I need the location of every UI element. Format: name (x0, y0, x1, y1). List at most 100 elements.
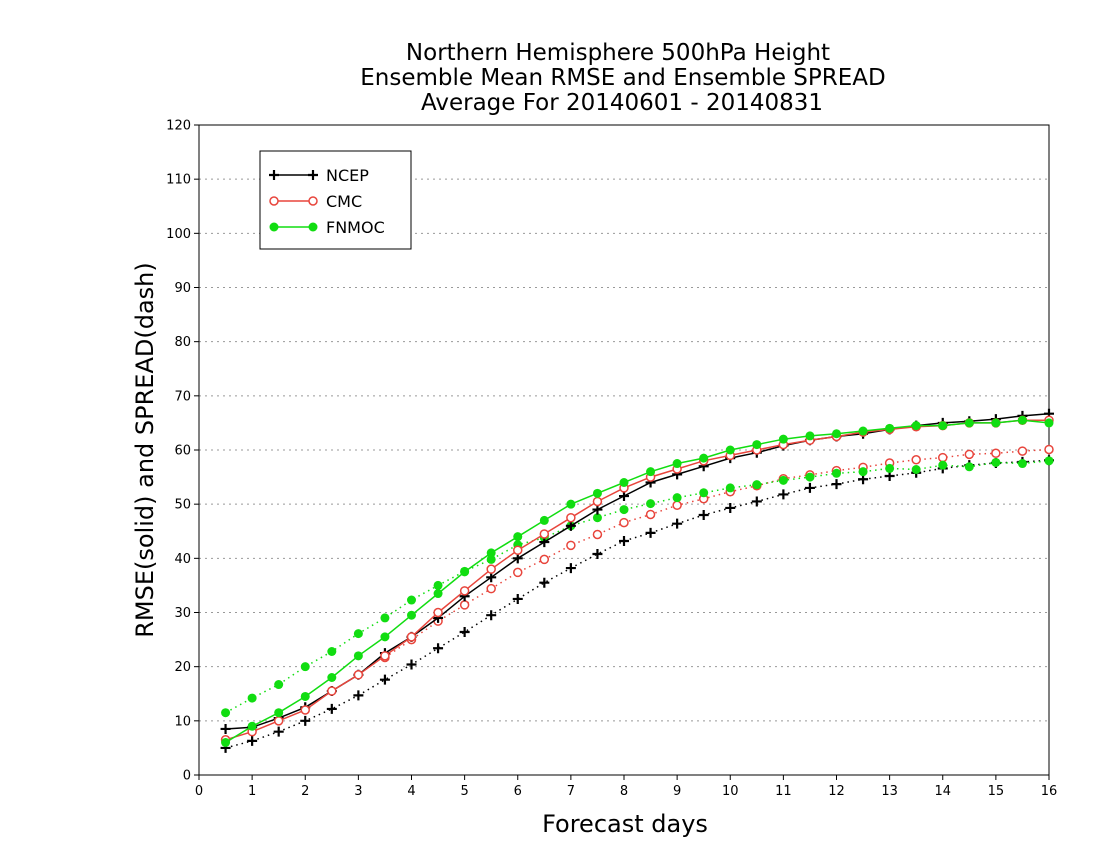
y-tick-label: 30 (174, 606, 191, 621)
fnmoc-rmse-point (300, 691, 310, 701)
fnmoc-rmse-point (221, 738, 231, 747)
ncep-spread-point (273, 726, 284, 737)
legend-marker (269, 170, 279, 180)
legend-marker (269, 222, 279, 232)
cmc-rmse-point (459, 586, 470, 596)
cmc-rmse-point (592, 496, 603, 507)
fnmoc-rmse-point (699, 453, 709, 463)
fnmoc-rmse-point (885, 423, 895, 433)
fnmoc-rmse-point (327, 673, 337, 682)
ncep-rmse-point (486, 572, 497, 583)
fnmoc-spread-point (646, 499, 656, 509)
fnmoc-spread-point (619, 505, 629, 515)
fnmoc-rmse-point (991, 418, 1001, 428)
x-tick-label: 2 (301, 784, 309, 799)
x-tick-label: 15 (988, 784, 1005, 799)
ncep-rmse-point (220, 723, 231, 734)
fnmoc-spread-point (885, 463, 895, 473)
y-axis-label: RMSE(solid) and SPREAD(dash) (131, 262, 159, 638)
fnmoc-rmse-point (566, 499, 576, 509)
x-tick-label: 4 (407, 784, 415, 799)
fnmoc-spread-point (486, 554, 496, 564)
y-tick-label: 40 (174, 552, 191, 567)
cmc-spread-point (672, 500, 682, 510)
fnmoc-rmse-point (832, 429, 841, 439)
fnmoc-rmse-point (938, 421, 948, 431)
cmc-spread-point (991, 448, 1001, 458)
y-tick-label: 90 (174, 281, 191, 296)
fnmoc-rmse-point (513, 532, 523, 542)
fnmoc-rmse-point (646, 467, 656, 477)
fnmoc-rmse-point (274, 708, 284, 718)
legend-marker (308, 222, 318, 232)
fnmoc-spread-point (699, 488, 709, 498)
ncep-rmse-point (539, 537, 550, 548)
cmc-spread-point (566, 540, 576, 551)
x-tick-label: 5 (460, 784, 468, 799)
fnmoc-rmse-point (380, 632, 390, 642)
ncep-spread-point (433, 643, 444, 654)
cmc-spread-point (911, 455, 921, 465)
x-axis-ticks: 0 1 2 3 4 5 6 7 8 9 10 11 12 13 14 15 16 (195, 775, 1057, 799)
fnmoc-rmse-point (407, 610, 416, 620)
ncep-spread-point (353, 690, 364, 701)
title-line-2: Ensemble Mean RMSE and Ensemble SPREAD (360, 65, 885, 91)
ncep-spread-point (486, 610, 497, 621)
cmc-spread-point (645, 509, 656, 520)
fnmoc-spread-point (672, 493, 682, 503)
y-tick-label: 50 (174, 498, 191, 513)
ncep-rmse-point (619, 491, 629, 502)
ncep-spread-point (459, 627, 470, 637)
fnmoc-rmse-point (778, 434, 788, 444)
y-tick-label: 70 (174, 389, 191, 404)
cmc-spread-line (384, 448, 1050, 659)
ncep-spread-point (725, 502, 736, 513)
cmc-rmse-point (406, 632, 417, 642)
chart-title: Northern Hemisphere 500hPa Height Ensemb… (360, 40, 885, 116)
title-line-1: Northern Hemisphere 500hPa Height (406, 40, 830, 66)
ncep-spread-point (804, 482, 815, 493)
x-tick-label: 14 (934, 784, 951, 799)
cmc-spread-series (380, 444, 1054, 663)
fnmoc-spread-point (327, 647, 337, 656)
fnmoc-spread-point (247, 693, 257, 703)
cmc-rmse-point (353, 670, 364, 680)
fnmoc-rmse-point (1044, 418, 1054, 428)
cmc-spread-point (1044, 444, 1054, 455)
ncep-rmse-series (220, 408, 1054, 734)
ncep-spread-point (247, 735, 258, 746)
fnmoc-spread-point (380, 613, 390, 623)
fnmoc-rmse-point (433, 589, 443, 599)
x-tick-label: 9 (673, 784, 681, 799)
fnmoc-spread-series (221, 456, 1054, 718)
fnmoc-spread-point (858, 467, 868, 477)
x-tick-label: 13 (881, 784, 898, 799)
cmc-spread-point (486, 583, 496, 594)
fnmoc-spread-point (592, 513, 602, 523)
cmc-rmse-series (220, 415, 1054, 745)
cmc-spread-point (459, 600, 470, 610)
cmc-rmse-point (380, 651, 390, 661)
cmc-rmse-point (539, 529, 550, 539)
fnmoc-rmse-point (460, 567, 470, 577)
grid-lines (199, 178, 1049, 722)
fnmoc-spread-point (1044, 456, 1054, 466)
x-tick-label: 3 (354, 784, 362, 799)
fnmoc-spread-point (1017, 459, 1027, 469)
fnmoc-spread-point (805, 472, 815, 482)
fnmoc-spread-point (725, 483, 735, 493)
legend: NCEP CMC FNMOC (259, 150, 412, 250)
fnmoc-rmse-point (805, 431, 815, 441)
fnmoc-rmse-point (858, 426, 868, 436)
cmc-rmse-point (513, 545, 523, 555)
cmc-spread-point (592, 529, 603, 540)
fnmoc-rmse-point (911, 421, 921, 431)
legend-marker (308, 196, 318, 206)
fnmoc-spread-point (221, 708, 231, 718)
legend-marker (269, 196, 279, 206)
ncep-spread-point (619, 536, 629, 546)
fnmoc-spread-point (964, 462, 974, 472)
cmc-rmse-point (486, 564, 496, 574)
x-tick-label: 0 (195, 784, 203, 799)
ncep-rmse-point (565, 520, 576, 531)
